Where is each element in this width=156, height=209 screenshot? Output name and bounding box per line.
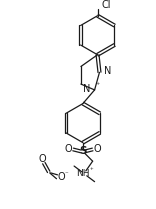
Text: O: O	[94, 144, 101, 154]
Text: ⁺: ⁺	[90, 168, 93, 174]
Text: ⁺: ⁺	[96, 80, 100, 89]
Text: O: O	[38, 154, 46, 164]
Text: ⁻: ⁻	[64, 171, 68, 177]
Text: N: N	[104, 66, 112, 76]
Text: O: O	[64, 144, 72, 154]
Text: NH: NH	[76, 169, 90, 178]
Text: O: O	[58, 172, 65, 182]
Text: S: S	[79, 147, 87, 156]
Text: Cl: Cl	[101, 0, 111, 10]
Text: N: N	[83, 84, 91, 94]
